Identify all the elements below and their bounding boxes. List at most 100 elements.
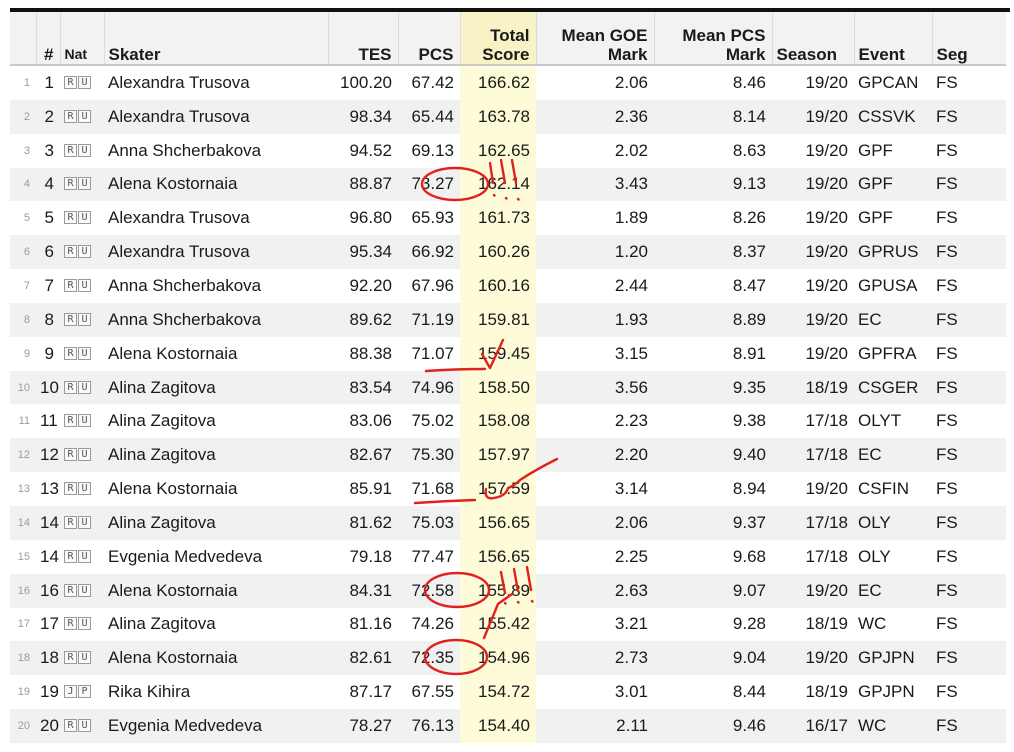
table-row[interactable]: 16 16 R U Alena Kostornaia 84.31 72.58 155.89 2.… bbox=[10, 573, 1006, 608]
col-header-mean-pcs[interactable]: Mean PCS Mark bbox=[653, 12, 772, 66]
event-cell: CSFIN bbox=[858, 479, 909, 499]
table-row[interactable]: 12 12 R U Alina Zagitova 82.67 75.30 157.97 2.20… bbox=[10, 438, 1006, 473]
nat-letter-2: U bbox=[78, 75, 91, 89]
col-header-event[interactable]: Event bbox=[853, 12, 932, 66]
col-header-rank[interactable]: # bbox=[35, 12, 60, 66]
skater-name[interactable]: Alina Zagitova bbox=[104, 438, 328, 473]
tes-cell: 89.62 bbox=[328, 302, 398, 337]
skater-name[interactable]: Anna Shcherbakova bbox=[108, 140, 262, 160]
total-score-cell: 159.81 bbox=[460, 302, 536, 337]
pcs-cell: 71.19 bbox=[398, 302, 460, 337]
skater-name[interactable]: Alina Zagitova bbox=[104, 370, 328, 405]
skater-name[interactable]: Alena Kostornaia bbox=[104, 573, 328, 608]
mean-goe-cell: 2.25 bbox=[614, 546, 648, 566]
col-header-mean-goe[interactable]: Mean GOE Mark bbox=[535, 12, 654, 66]
rank-cell: 5 bbox=[44, 208, 54, 228]
col-header-pcs[interactable]: PCS bbox=[397, 12, 460, 66]
season-cell: 19/20 bbox=[805, 208, 848, 228]
rank-cell: 2 bbox=[36, 99, 60, 134]
skater-name[interactable]: Evgenia Medvedeva bbox=[104, 709, 328, 743]
season-cell: 18/19 bbox=[805, 682, 848, 702]
segment-cell: FS bbox=[936, 72, 958, 92]
col-header-nat[interactable]: Nat bbox=[59, 12, 104, 66]
rank-cell: 20 bbox=[36, 709, 60, 743]
table-row[interactable]: 18 18 R U Alena Kostornaia 82.61 72.35 154.96 2.… bbox=[10, 641, 1006, 676]
col-header-seg[interactable]: Seg bbox=[931, 12, 1006, 66]
segment-cell: FS bbox=[936, 343, 958, 363]
pcs-cell: 65.93 bbox=[411, 208, 454, 228]
table-row[interactable]: 8 8 R U Anna Shcherbakova 89.62 71.19 159.81 1.9… bbox=[10, 302, 1006, 337]
total-score-cell: 160.16 bbox=[460, 269, 536, 303]
tes-cell: 88.87 bbox=[328, 167, 398, 202]
table-row[interactable]: 2 2 R U Alexandra Trusova 98.34 65.44 163.78 2.3… bbox=[10, 99, 1006, 134]
col-header-total-score[interactable]: Total Score bbox=[459, 12, 536, 66]
segment-cell: FS bbox=[936, 140, 958, 160]
table-row[interactable]: 11 11 R U Alina Zagitova 83.06 75.02 158.08 2.23… bbox=[10, 404, 1006, 439]
row-index: 16 bbox=[10, 573, 36, 608]
table-row[interactable]: 5 5 R U Alexandra Trusova 96.80 65.93 161.73 1.8… bbox=[10, 201, 1006, 236]
table-row[interactable]: 9 9 R U Alena Kostornaia 88.38 71.07 159.45 3.15… bbox=[10, 336, 1006, 371]
col-header-skater[interactable]: Skater bbox=[103, 12, 328, 66]
table-row[interactable]: 6 6 R U Alexandra Trusova 95.34 66.92 160.26 1.2… bbox=[10, 235, 1006, 270]
row-index: 19 bbox=[17, 686, 30, 699]
tes-cell: 95.34 bbox=[328, 235, 398, 270]
event-cell: GPUSA bbox=[858, 275, 918, 295]
skater-name[interactable]: Alena Kostornaia bbox=[108, 479, 238, 499]
skater-name[interactable]: Alina Zagitova bbox=[108, 614, 216, 634]
skater-name[interactable]: Alena Kostornaia bbox=[104, 167, 328, 202]
skater-name[interactable]: Alexandra Trusova bbox=[108, 208, 250, 228]
table-row[interactable]: 10 10 R U Alina Zagitova 83.54 74.96 158.50 3.56… bbox=[10, 370, 1006, 405]
col-header-season[interactable]: Season bbox=[771, 12, 854, 66]
event-cell: OLY bbox=[858, 546, 891, 566]
event-cell: GPRUS bbox=[854, 235, 932, 270]
mean-goe-cell: 2.06 bbox=[614, 72, 648, 92]
skater-name[interactable]: Alena Kostornaia bbox=[108, 343, 238, 363]
mean-pcs-cell: 8.94 bbox=[732, 479, 766, 499]
table-row[interactable]: 14 14 R U Alina Zagitova 81.62 75.03 156.65 2.06… bbox=[10, 505, 1006, 540]
tes-cell: 79.18 bbox=[349, 546, 392, 566]
mean-pcs-cell: 8.46 bbox=[732, 72, 766, 92]
table-row[interactable]: 3 3 R U Anna Shcherbakova 94.52 69.13 162.65 2.0… bbox=[10, 133, 1006, 168]
skater-name[interactable]: Evgenia Medvedeva bbox=[108, 546, 263, 566]
table-row[interactable]: 15 14 R U Evgenia Medvedeva 79.18 77.47 156.65 2… bbox=[10, 539, 1006, 574]
mean-goe-cell: 3.15 bbox=[614, 343, 648, 363]
skater-name[interactable]: Rika Kihira bbox=[108, 682, 191, 702]
segment-cell: FS bbox=[936, 614, 958, 634]
mean-pcs-cell: 8.91 bbox=[732, 343, 766, 363]
table-row[interactable]: 4 4 R U Alena Kostornaia 88.87 73.27 162.14 3.43… bbox=[10, 167, 1006, 202]
skater-name[interactable]: Alexandra Trusova bbox=[104, 99, 328, 134]
skater-name[interactable]: Alina Zagitova bbox=[104, 505, 328, 540]
col-header-tes[interactable]: TES bbox=[327, 12, 398, 66]
table-row[interactable]: 19 19 J P Rika Kihira 87.17 67.55 154.72 3.01 8.4… bbox=[10, 675, 1006, 710]
skater-name[interactable]: Alena Kostornaia bbox=[104, 641, 328, 676]
nat-letter-2: U bbox=[78, 211, 91, 225]
nat-letter-1: R bbox=[64, 312, 77, 326]
table-row[interactable]: 13 13 R U Alena Kostornaia 85.91 71.68 157.59 3.… bbox=[10, 472, 1006, 506]
skater-name[interactable]: Alexandra Trusova bbox=[104, 235, 328, 270]
mean-goe-cell: 2.63 bbox=[536, 573, 654, 608]
skater-name[interactable]: Alina Zagitova bbox=[108, 411, 216, 431]
row-index: 20 bbox=[10, 709, 36, 743]
skater-name[interactable]: Alexandra Trusova bbox=[108, 72, 250, 92]
skater-name[interactable]: Anna Shcherbakova bbox=[104, 302, 328, 337]
event-cell: CSGER bbox=[854, 370, 932, 405]
nat-letter-2: U bbox=[78, 312, 91, 326]
season-cell: 18/19 bbox=[772, 370, 854, 405]
nat-letter-1: R bbox=[64, 346, 77, 360]
skater-name[interactable]: Anna Shcherbakova bbox=[108, 275, 262, 295]
rank-cell: 9 bbox=[44, 343, 54, 363]
table-row[interactable]: 1 1 R U Alexandra Trusova 100.20 67.42 166.62 2.… bbox=[10, 65, 1006, 100]
mean-pcs-cell: 9.68 bbox=[732, 546, 766, 566]
table-row[interactable]: 20 20 R U Evgenia Medvedeva 78.27 76.13 154.40 2… bbox=[10, 709, 1006, 743]
nat-letter-2: U bbox=[78, 414, 91, 428]
table-row[interactable]: 7 7 R U Anna Shcherbakova 92.20 67.96 160.16 2.4… bbox=[10, 269, 1006, 303]
total-score-cell: 154.40 bbox=[460, 709, 536, 743]
row-index: 12 bbox=[10, 438, 36, 473]
rank-cell: 13 bbox=[40, 479, 59, 499]
table-row[interactable]: 17 17 R U Alina Zagitova 81.16 74.26 155.42 3.21… bbox=[10, 607, 1006, 642]
segment-cell: FS bbox=[936, 546, 958, 566]
